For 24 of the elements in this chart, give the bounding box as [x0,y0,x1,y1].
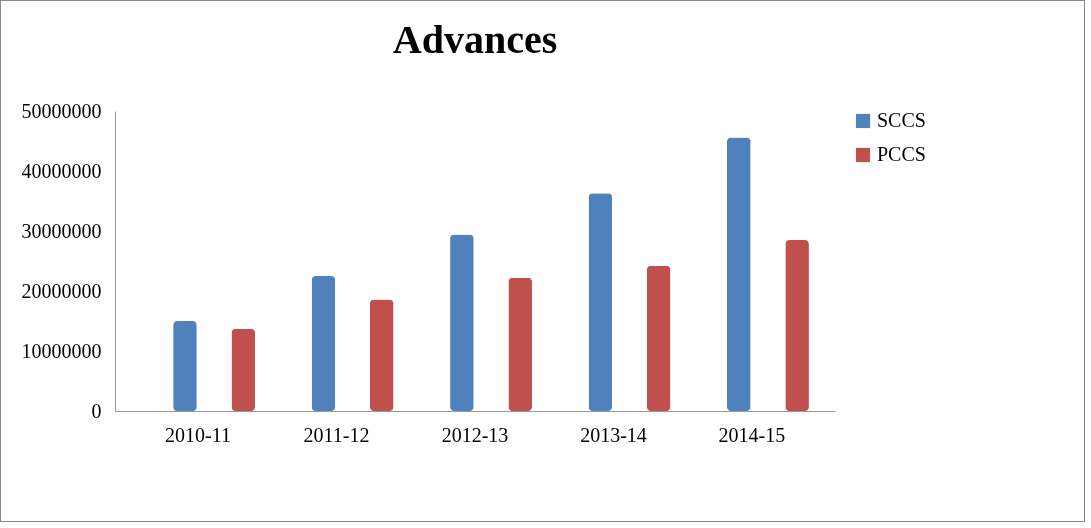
y-tick-label: 20000000 [21,279,102,302]
bar [173,321,197,411]
chart-title: Advances [392,17,558,62]
x-tick-label: 2013-14 [580,423,647,446]
y-tick-label: 0 [91,399,102,422]
bar [369,299,394,411]
bar [785,240,809,411]
bar [588,193,613,411]
bar [727,137,751,411]
x-tick-label: 2014-15 [718,423,786,446]
x-tick-label: 2012-13 [441,423,509,446]
bar [508,277,532,411]
y-tick-label: 50000000 [21,99,102,122]
legend-label: SCCS [877,109,926,131]
bar [231,328,256,411]
bar [311,276,336,411]
bar [450,234,474,411]
x-tick-label: 2010-11 [165,423,232,446]
y-tick-label: 10000000 [21,339,102,362]
x-tick-label: 2011-12 [303,423,370,446]
y-tick-label: 40000000 [21,159,102,182]
legend-label: PCCS [877,143,926,165]
bar [646,265,671,411]
y-tick-label: 30000000 [21,219,102,242]
